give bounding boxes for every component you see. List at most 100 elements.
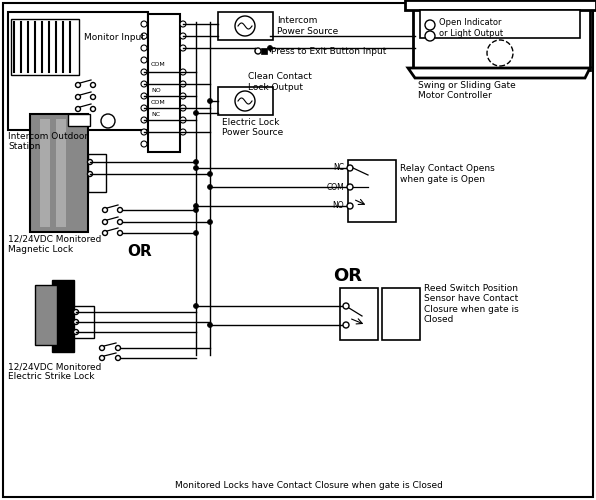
Bar — [420, 10, 580, 38]
Circle shape — [180, 45, 186, 51]
Circle shape — [141, 93, 147, 99]
Circle shape — [100, 356, 104, 360]
Text: Monitored Locks have Contact Closure when gate is Closed: Monitored Locks have Contact Closure whe… — [175, 481, 443, 490]
Circle shape — [76, 106, 80, 112]
Text: Relay Contact Opens
when gate is Open: Relay Contact Opens when gate is Open — [400, 164, 495, 184]
Circle shape — [194, 160, 198, 164]
Bar — [56, 119, 66, 227]
Circle shape — [180, 69, 186, 75]
Circle shape — [194, 110, 198, 116]
Circle shape — [117, 230, 123, 235]
Text: COM: COM — [151, 62, 166, 66]
Circle shape — [117, 220, 123, 224]
Text: COM: COM — [151, 100, 166, 104]
Circle shape — [116, 346, 120, 350]
Text: Monitor Input: Monitor Input — [84, 34, 145, 42]
Circle shape — [207, 98, 213, 103]
Bar — [340, 288, 378, 340]
Circle shape — [73, 320, 79, 324]
Circle shape — [141, 105, 147, 111]
Polygon shape — [413, 8, 590, 70]
Text: NC: NC — [151, 112, 160, 116]
Polygon shape — [408, 68, 590, 78]
Circle shape — [180, 33, 186, 39]
Circle shape — [235, 16, 255, 36]
Text: Open Indicator
or Light Output: Open Indicator or Light Output — [439, 18, 503, 38]
Bar — [218, 87, 273, 115]
Text: Intercom Outdoor
Station: Intercom Outdoor Station — [8, 132, 88, 152]
Text: COM: COM — [326, 182, 344, 192]
Circle shape — [194, 208, 198, 212]
Bar — [74, 306, 94, 338]
Circle shape — [207, 220, 213, 224]
Circle shape — [141, 69, 147, 75]
Text: NO: NO — [151, 88, 161, 92]
Bar — [218, 12, 273, 40]
Circle shape — [141, 33, 147, 39]
Text: OR: OR — [128, 244, 153, 260]
Text: NC: NC — [333, 164, 344, 172]
Circle shape — [268, 46, 272, 51]
Bar — [11, 19, 79, 75]
Circle shape — [180, 129, 186, 135]
Circle shape — [180, 93, 186, 99]
Circle shape — [194, 204, 198, 208]
Bar — [382, 288, 420, 340]
Circle shape — [116, 356, 120, 360]
Circle shape — [343, 322, 349, 328]
Bar — [68, 114, 90, 126]
Circle shape — [194, 304, 198, 308]
Bar — [148, 14, 180, 152]
Circle shape — [194, 166, 198, 170]
Text: OR: OR — [334, 267, 362, 285]
Circle shape — [88, 160, 92, 164]
Circle shape — [103, 220, 107, 224]
Circle shape — [235, 91, 255, 111]
Circle shape — [73, 330, 79, 334]
Circle shape — [103, 208, 107, 212]
Circle shape — [141, 129, 147, 135]
Circle shape — [117, 208, 123, 212]
Circle shape — [207, 322, 213, 328]
Text: 12/24VDC Monitored
Electric Strike Lock: 12/24VDC Monitored Electric Strike Lock — [8, 362, 101, 382]
Circle shape — [91, 94, 95, 100]
Circle shape — [91, 82, 95, 87]
Circle shape — [180, 117, 186, 123]
Bar — [35, 285, 57, 345]
Circle shape — [100, 346, 104, 350]
Circle shape — [347, 203, 353, 209]
Bar — [348, 160, 396, 222]
Circle shape — [194, 230, 198, 235]
Text: Swing or Sliding Gate
Motor Controller: Swing or Sliding Gate Motor Controller — [418, 81, 516, 100]
Circle shape — [101, 114, 115, 128]
Text: Press to Exit Button Input: Press to Exit Button Input — [271, 46, 386, 56]
Circle shape — [141, 21, 147, 27]
Circle shape — [141, 81, 147, 87]
Circle shape — [343, 303, 349, 309]
Circle shape — [207, 184, 213, 190]
Circle shape — [347, 184, 353, 190]
Text: 12/24VDC Monitored
Magnetic Lock: 12/24VDC Monitored Magnetic Lock — [8, 235, 101, 255]
Circle shape — [141, 57, 147, 63]
Circle shape — [207, 172, 213, 176]
Circle shape — [180, 81, 186, 87]
Circle shape — [425, 31, 435, 41]
Circle shape — [88, 172, 92, 176]
Circle shape — [141, 45, 147, 51]
Circle shape — [141, 141, 147, 147]
Circle shape — [76, 94, 80, 100]
Bar — [30, 114, 88, 232]
Circle shape — [180, 105, 186, 111]
Circle shape — [91, 106, 95, 112]
Bar — [52, 280, 74, 352]
Text: Clean Contact
Lock Output: Clean Contact Lock Output — [248, 72, 312, 92]
Text: Intercom
Power Source: Intercom Power Source — [277, 16, 339, 36]
Bar — [8, 12, 148, 130]
Circle shape — [425, 20, 435, 30]
Bar — [88, 154, 106, 192]
Circle shape — [76, 82, 80, 87]
Text: Reed Switch Position
Sensor have Contact
Closure when gate is
Closed: Reed Switch Position Sensor have Contact… — [424, 284, 519, 324]
Polygon shape — [405, 0, 596, 10]
Circle shape — [180, 21, 186, 27]
Circle shape — [141, 117, 147, 123]
